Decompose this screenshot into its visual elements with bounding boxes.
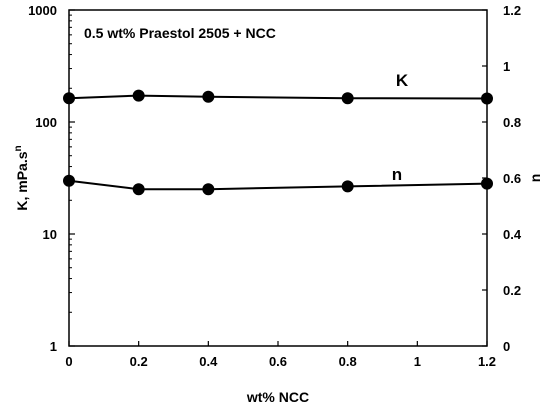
y-left-tick-label: 100 [35, 115, 57, 130]
series-label-k: K [396, 71, 409, 90]
y-left-axis-title: K, mPa.sn [13, 145, 30, 210]
y-right-tick-label: 1 [503, 59, 510, 74]
x-tick-label: 0.6 [269, 354, 287, 369]
series-line-k [68, 94, 488, 100]
series-label-n: n [392, 165, 402, 184]
plot-frame [68, 9, 488, 347]
series-line-n [68, 179, 488, 191]
x-axis-title: wt% NCC [246, 389, 309, 405]
series-layer [63, 89, 493, 196]
y-right-tick-label: 0.4 [503, 227, 522, 242]
y-left-tick-label: 10 [43, 227, 57, 242]
x-tick-label: 0.4 [199, 354, 218, 369]
data-point-k [481, 92, 493, 105]
data-point-n [341, 180, 354, 193]
data-point-k [63, 92, 75, 105]
axis-ticks [68, 9, 488, 347]
data-point-n [63, 174, 75, 187]
y-left-tick-label: 1000 [28, 3, 57, 18]
y-left-tick-label: 1 [50, 339, 57, 354]
data-point-k [202, 90, 215, 103]
y-right-tick-label: 0 [503, 339, 510, 354]
x-tick-label: 1.2 [478, 354, 496, 369]
data-point-n [132, 183, 145, 196]
x-tick-label: 0 [65, 354, 72, 369]
x-tick-label: 0.2 [130, 354, 148, 369]
data-point-n [481, 177, 493, 190]
y-right-tick-label: 0.8 [503, 115, 521, 130]
data-point-k [132, 89, 145, 102]
y-right-tick-label: 1.2 [503, 3, 521, 18]
data-point-k [341, 92, 354, 105]
y-left-axis-title-main: K, mPa.s [14, 151, 30, 210]
chart-annotation: 0.5 wt% Praestol 2505 + NCC [84, 25, 276, 41]
y-left-axis-title-superscript: n [13, 145, 24, 151]
y-right-tick-label: 0.2 [503, 283, 521, 298]
tick-labels: 0 0.2 0.4 0.6 0.8 1 1.2 1 10 100 1000 0 0.2 0.4 0.6 0.8… [28, 3, 522, 369]
y-right-axis-title: n [527, 174, 543, 183]
data-point-n [202, 183, 215, 196]
x-tick-label: 0.8 [339, 354, 357, 369]
x-tick-label: 1 [414, 354, 421, 369]
y-right-tick-label: 0.6 [503, 171, 521, 186]
